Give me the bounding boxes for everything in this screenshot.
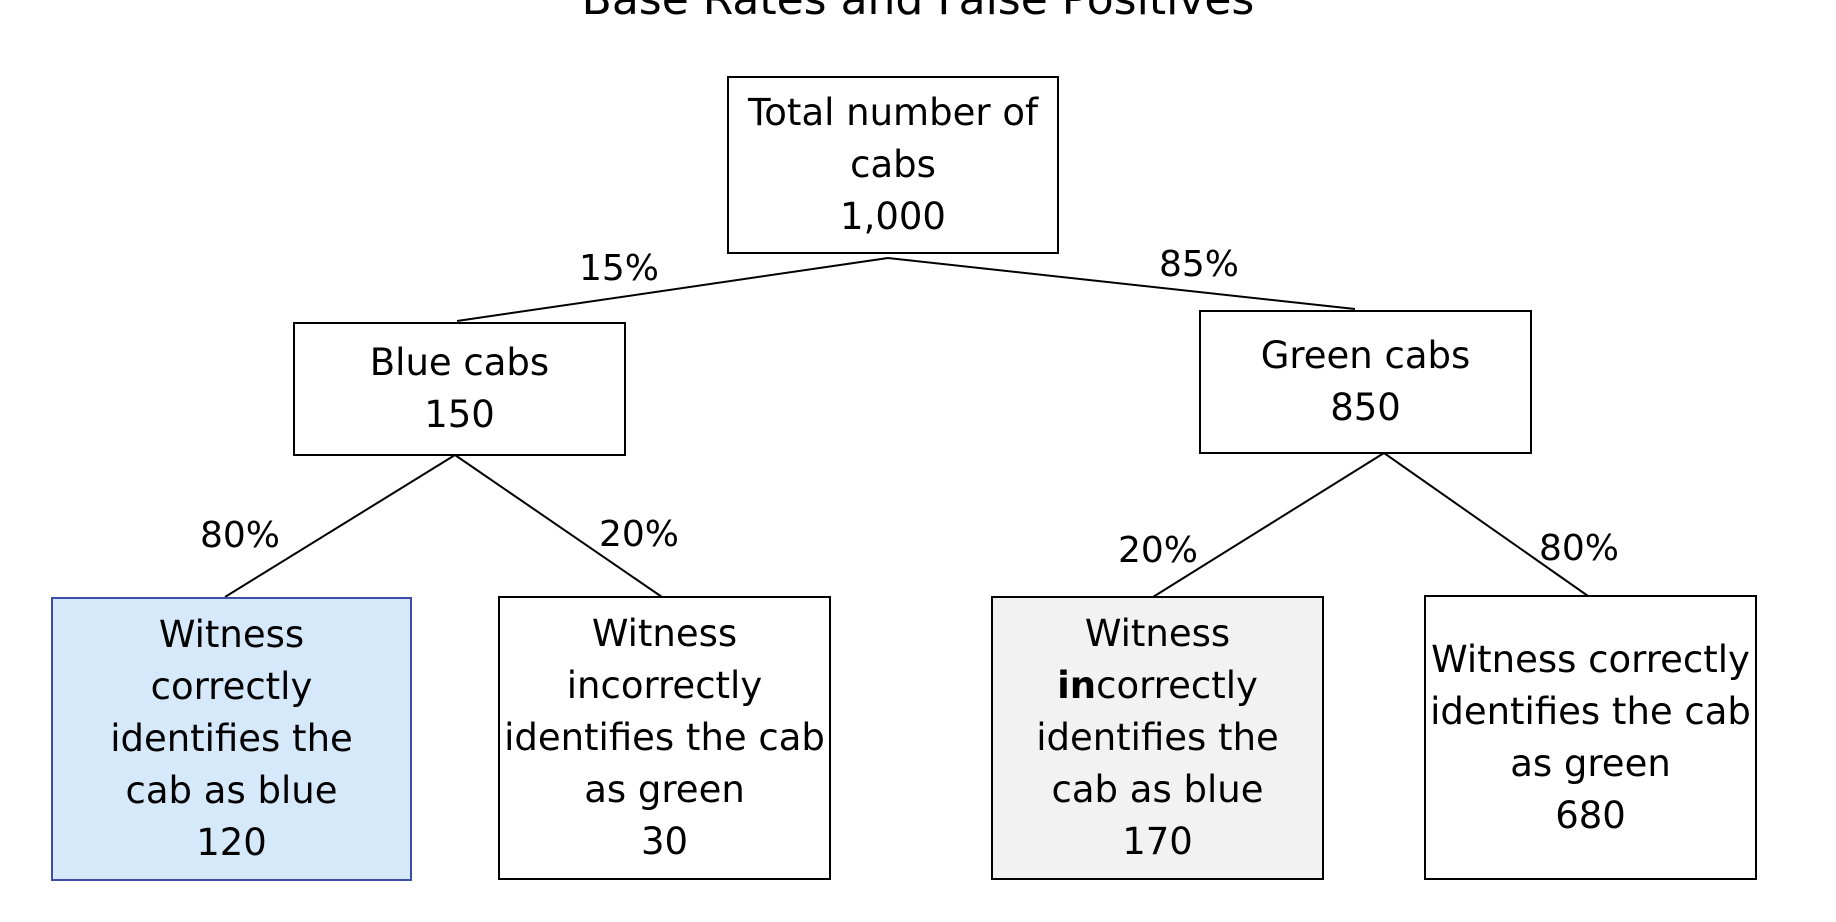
green-cabs-value: 850: [1330, 386, 1401, 429]
leaf-blue-correct-value: 120: [196, 821, 267, 864]
pct-blue-incorrect: 20%: [599, 514, 680, 555]
leaf-green-incorrect-line-3: identifies the: [1036, 716, 1279, 759]
green-cabs-node: Green cabs 850: [1199, 310, 1532, 454]
leaf-green-incorrect-line-1: Witness: [1084, 612, 1231, 655]
pct-blue-correct: 80%: [200, 515, 281, 556]
leaf-blue-incorrect-line-1: Witness: [591, 612, 738, 655]
green-cabs-label: Green cabs: [1260, 334, 1471, 377]
blue-cabs-node: Blue cabs 150: [293, 322, 626, 456]
leaf-green-incorrect: Witness incorrectly identifies the cab a…: [991, 596, 1324, 880]
leaf-green-incorrect-value: 170: [1122, 820, 1193, 863]
leaf-blue-incorrect-line-3: identifies the cab: [504, 716, 825, 759]
root-node-line-1: Total number of: [747, 91, 1038, 134]
diagram-title: Base Rates and False Positives: [0, 0, 1836, 26]
leaf-blue-incorrect: Witness incorrectly identifies the cab a…: [498, 596, 831, 880]
leaf-blue-correct-line-3: identifies the: [110, 717, 353, 760]
leaf-green-correct-value: 680: [1555, 793, 1626, 837]
root-node-value: 1,000: [840, 195, 946, 238]
leaf-green-incorrect-line-4: cab as blue: [1051, 768, 1264, 811]
leaf-green-incorrect-line-2-rest: correctly: [1096, 664, 1258, 707]
connector-blue-correct: [224, 454, 456, 598]
blue-cabs-label: Blue cabs: [369, 341, 550, 384]
connector-green-incorrect: [1152, 452, 1385, 598]
root-node-line-2: cabs: [850, 143, 936, 186]
leaf-blue-correct: Witness correctly identifies the cab as …: [51, 597, 412, 881]
leaf-green-incorrect-line-2: incorrectly: [1057, 660, 1258, 712]
leaf-green-incorrect-bold-prefix: in: [1057, 664, 1097, 707]
leaf-green-correct-line-1: Witness correctly: [1431, 637, 1750, 681]
leaf-blue-correct-line-1: Witness: [158, 613, 305, 656]
leaf-green-correct-line-2: identifies the cab: [1430, 689, 1751, 733]
connector-blue-incorrect: [454, 454, 663, 598]
connector-root-blue: [456, 257, 889, 322]
leaf-blue-incorrect-value: 30: [640, 820, 689, 863]
leaf-blue-correct-line-2: correctly: [150, 665, 313, 708]
blue-cabs-value: 150: [424, 393, 495, 436]
connector-root-green: [887, 257, 1356, 310]
pct-green-correct: 80%: [1539, 528, 1620, 569]
root-node-total-cabs: Total number of cabs 1,000: [727, 76, 1059, 254]
leaf-blue-incorrect-line-4: as green: [584, 768, 745, 811]
leaf-blue-incorrect-line-2: incorrectly: [566, 664, 763, 707]
pct-green-incorrect: 20%: [1118, 530, 1199, 571]
leaf-green-correct-line-3: as green: [1510, 741, 1671, 785]
pct-green-branch: 85%: [1159, 244, 1240, 285]
connector-green-correct: [1383, 452, 1589, 597]
leaf-blue-correct-line-4: cab as blue: [125, 769, 338, 812]
pct-blue-branch: 15%: [579, 248, 660, 289]
leaf-green-correct: Witness correctly identifies the cab as …: [1424, 595, 1757, 880]
